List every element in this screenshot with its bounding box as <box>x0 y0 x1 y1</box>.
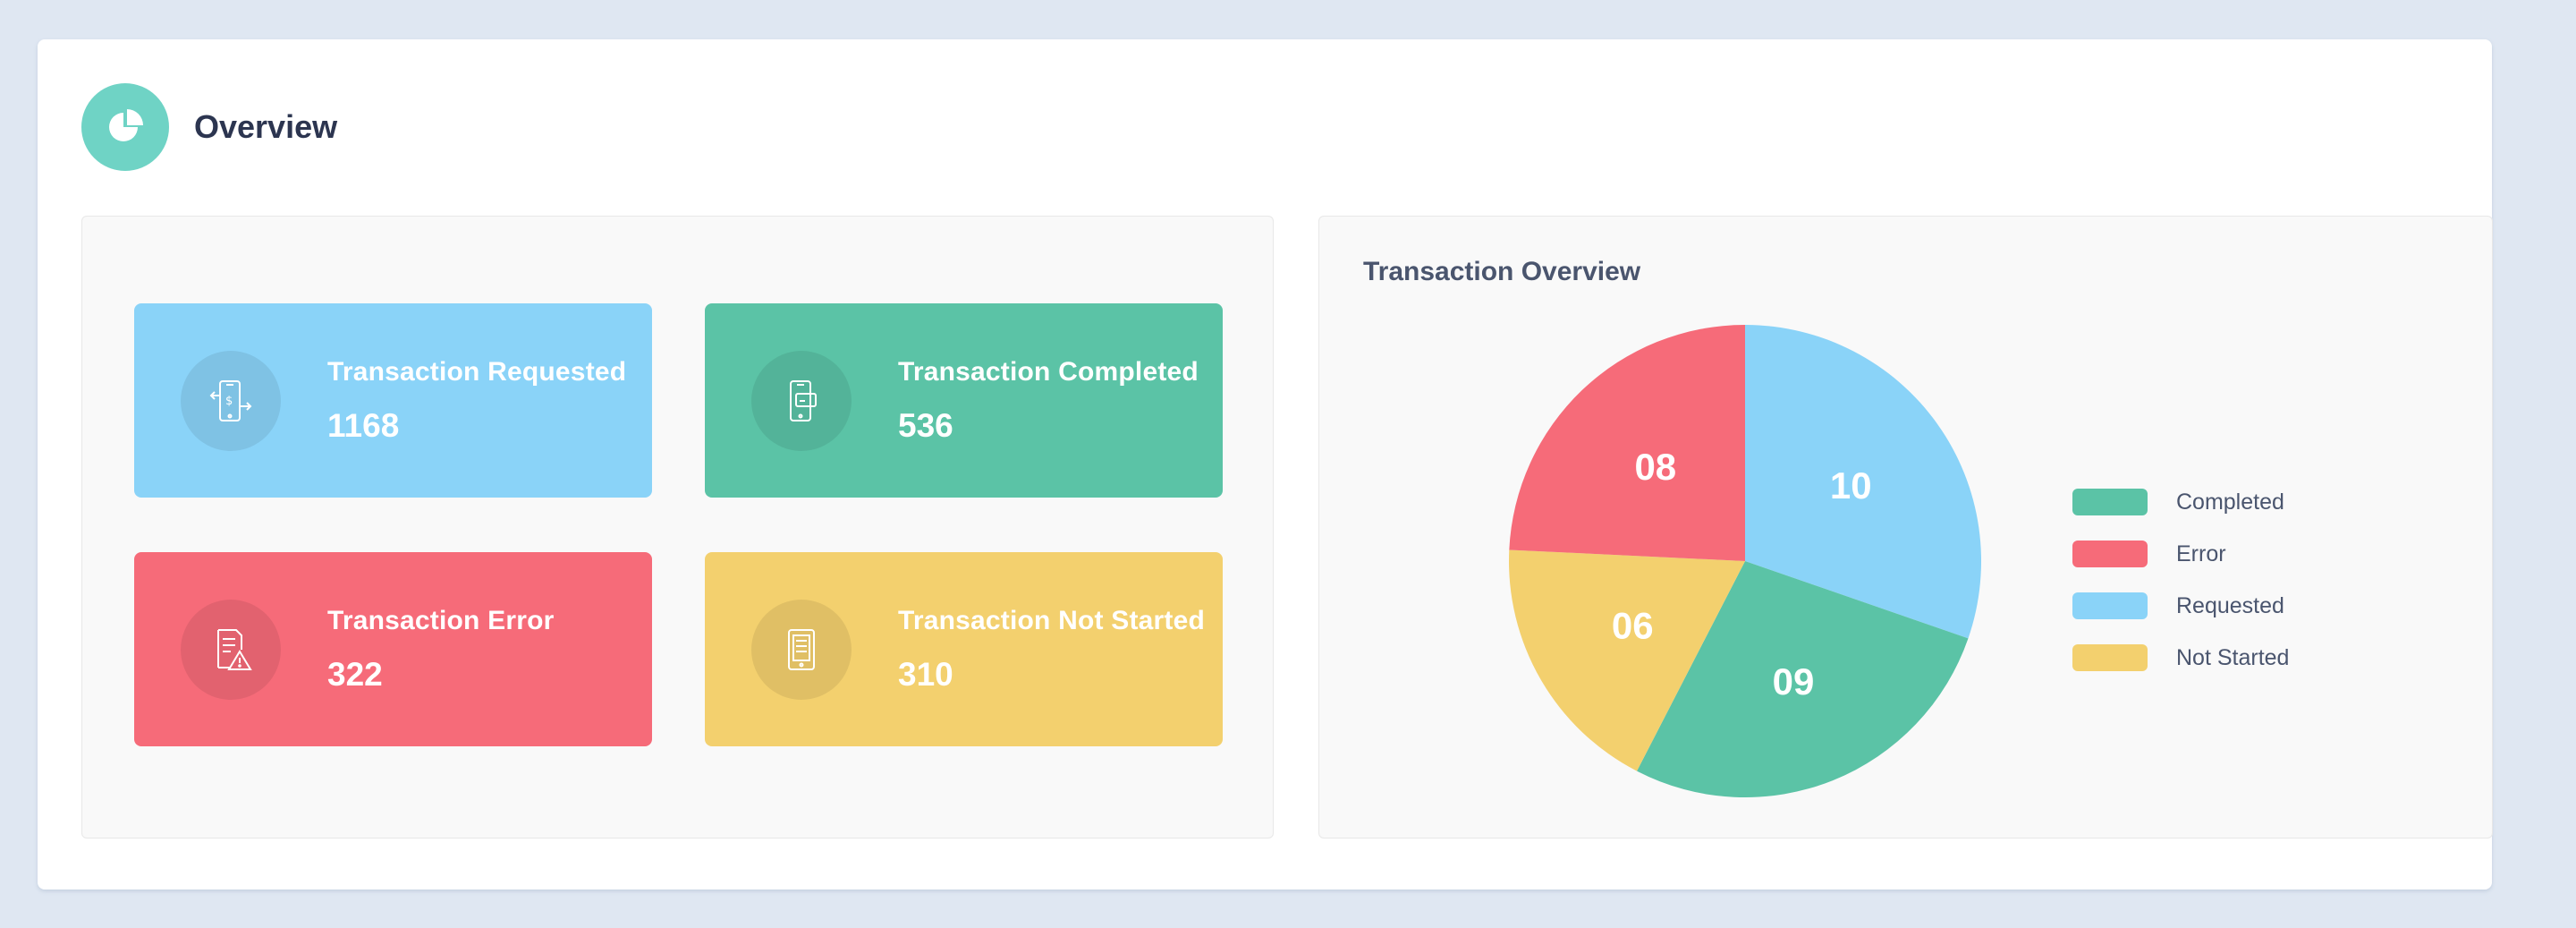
legend-swatch <box>2072 644 2148 671</box>
stat-value: 1168 <box>327 406 400 444</box>
stat-card-completed[interactable]: Transaction Completed 536 <box>705 303 1223 498</box>
stat-card-error[interactable]: Transaction Error 322 <box>134 552 652 746</box>
legend-label: Error <box>2176 541 2226 566</box>
stat-value: 536 <box>898 406 953 444</box>
stat-value: 322 <box>327 655 383 693</box>
tablet-list-icon <box>751 599 852 700</box>
legend-item[interactable]: Requested <box>2072 580 2289 632</box>
legend-item[interactable]: Completed <box>2072 476 2289 528</box>
pie-slice-label: 08 <box>1634 446 1676 488</box>
legend-swatch <box>2072 489 2148 515</box>
stat-card-not-started[interactable]: Transaction Not Started 310 <box>705 552 1223 746</box>
stat-card-requested[interactable]: $ Transaction Requested 1168 <box>134 303 652 498</box>
stat-label: Transaction Requested <box>327 356 627 387</box>
document-warning-icon <box>181 599 281 700</box>
pie-slice-label: 09 <box>1773 660 1815 702</box>
pie-chart-icon <box>81 83 169 171</box>
phone-transfer-icon: $ <box>181 350 281 451</box>
legend-swatch <box>2072 541 2148 567</box>
stat-label: Transaction Not Started <box>898 605 1205 635</box>
pie-slice-error[interactable] <box>1509 325 1745 561</box>
legend-label: Not Started <box>2176 644 2290 670</box>
overview-card: Overview $ Transaction Requested 1168 <box>38 39 2493 890</box>
stat-label: Transaction Completed <box>898 356 1199 387</box>
overview-header: Overview <box>81 83 337 171</box>
stat-value: 310 <box>898 655 953 693</box>
chart-title: Transaction Overview <box>1363 257 1641 286</box>
chart-panel: Transaction Overview 10 09 06 08 Completed E… <box>1318 216 2493 839</box>
pie-chart: 10 09 06 08 <box>1509 325 1981 798</box>
svg-text:$: $ <box>225 395 233 408</box>
pie-slice-label: 06 <box>1612 605 1654 647</box>
legend-item[interactable]: Error <box>2072 528 2289 580</box>
stat-label: Transaction Error <box>327 605 555 635</box>
pie-slice-requested[interactable] <box>1745 325 1981 639</box>
legend-swatch <box>2072 592 2148 619</box>
phone-card-icon <box>751 350 852 451</box>
legend-item[interactable]: Not Started <box>2072 632 2289 684</box>
pie-slice-not-started[interactable] <box>1509 549 1745 771</box>
pie-slice-label: 10 <box>1830 464 1872 507</box>
page-title: Overview <box>194 108 338 145</box>
legend-label: Completed <box>2176 489 2284 515</box>
chart-legend: Completed Error Requested Not Started <box>2072 476 2289 684</box>
stats-panel: $ Transaction Requested 1168 Transaction <box>81 216 1274 839</box>
pie-slice-completed[interactable] <box>1637 561 1969 798</box>
legend-label: Requested <box>2176 592 2284 618</box>
